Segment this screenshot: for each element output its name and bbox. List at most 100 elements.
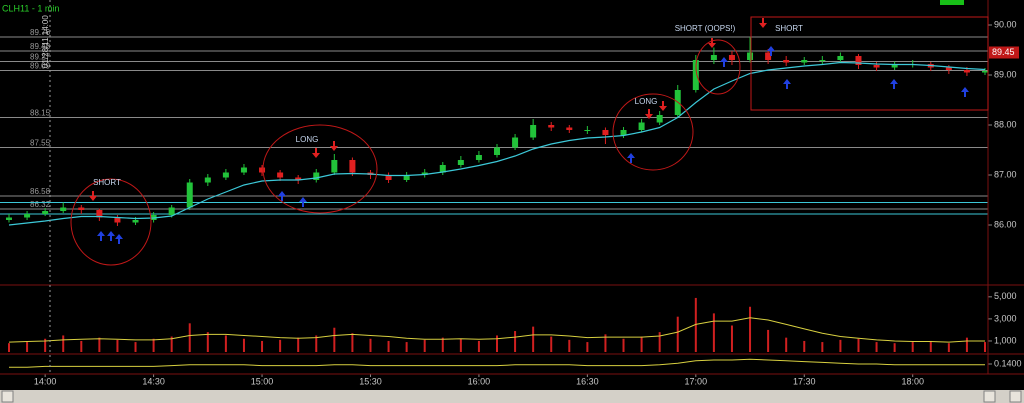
last-price-box xyxy=(989,46,1019,59)
annotation-circle xyxy=(612,93,694,171)
candle-body xyxy=(259,167,266,173)
candle-body xyxy=(566,127,573,130)
scrollbar[interactable] xyxy=(0,390,1024,403)
volume-bar xyxy=(423,339,426,352)
y-tick-label: 89.00 xyxy=(994,69,1017,79)
candle-body xyxy=(602,130,609,135)
candle-body xyxy=(295,177,302,180)
volume-bar xyxy=(767,329,770,352)
volume-bar xyxy=(803,340,806,352)
candle-body xyxy=(855,56,862,65)
candle-body xyxy=(765,52,772,60)
x-tick-label: 14:00 xyxy=(34,376,57,386)
candle-body xyxy=(837,56,844,60)
candle-body xyxy=(96,210,103,218)
volume-bar xyxy=(911,342,914,352)
level-label: 87.55 xyxy=(30,139,51,148)
volume-bar xyxy=(459,338,462,352)
buy-arrow xyxy=(720,57,728,67)
volume-bar xyxy=(676,316,679,352)
candle-body xyxy=(945,67,952,70)
volume-bar xyxy=(893,343,896,352)
volume-bar xyxy=(749,306,752,352)
candle-body xyxy=(620,130,627,135)
candle-body xyxy=(204,177,211,183)
volume-bar xyxy=(496,335,498,352)
candle-body xyxy=(24,214,31,218)
candle-body xyxy=(186,182,193,208)
scroll-thumb[interactable] xyxy=(983,390,996,403)
buy-arrow xyxy=(783,79,791,89)
scroll-left[interactable] xyxy=(1,390,14,403)
level-label: 86.58 xyxy=(30,187,51,196)
annotation-circle xyxy=(70,178,152,266)
volume-bar xyxy=(170,336,173,352)
candle-body xyxy=(277,172,284,178)
volume-bar xyxy=(658,332,661,352)
volume-bar xyxy=(821,342,824,352)
y-tick-label: 88.00 xyxy=(994,119,1017,129)
sell-arrow xyxy=(759,18,767,28)
x-tick-label: 17:00 xyxy=(685,376,708,386)
candle-body xyxy=(42,211,49,214)
volume-bar xyxy=(586,342,589,352)
volume-bar xyxy=(297,337,300,352)
annotation-box xyxy=(750,16,989,111)
level-label: 89.27 xyxy=(30,53,51,62)
volume-bar xyxy=(532,326,535,352)
level-label: 88.15 xyxy=(30,109,51,118)
volume-bar xyxy=(514,331,517,352)
volume-bar xyxy=(8,343,10,352)
volume-bar xyxy=(477,340,480,352)
y-tick-label: 1,000 xyxy=(994,335,1017,345)
sell-arrow xyxy=(645,109,653,119)
candle-body xyxy=(475,155,482,160)
buy-arrow xyxy=(299,197,307,207)
candle-body xyxy=(963,70,970,73)
scroll-right[interactable] xyxy=(1009,390,1022,403)
volume-bar xyxy=(712,313,715,352)
volume-average-line xyxy=(8,317,985,343)
level-label: 86.32 xyxy=(30,200,51,209)
x-tick-label: 15:30 xyxy=(359,376,382,386)
volume-bar xyxy=(279,339,282,352)
candle-body xyxy=(710,55,717,60)
volume-bar xyxy=(839,339,842,352)
y-tick-label: 5,000 xyxy=(994,291,1017,301)
annotation: SHORT (OOPS!) xyxy=(675,24,736,33)
volume-bar xyxy=(98,337,101,352)
candle-body xyxy=(819,60,826,61)
sell-arrow xyxy=(89,191,97,201)
volume-bar xyxy=(80,340,83,352)
volume-bar xyxy=(929,340,932,352)
candle-body xyxy=(728,55,735,60)
volume-bar xyxy=(224,335,227,352)
status-indicator xyxy=(940,0,964,5)
sell-arrow xyxy=(312,148,320,158)
annotation-circle xyxy=(695,39,741,95)
volume-bar xyxy=(947,343,950,352)
average-line xyxy=(8,61,986,226)
x-tick-label: 14:30 xyxy=(142,376,165,386)
y-tick-label: 3,000 xyxy=(994,313,1017,323)
y-tick-label: 90.00 xyxy=(994,19,1017,29)
date-label: 01/28/11 14:00 xyxy=(41,15,50,68)
candle-body xyxy=(132,220,139,223)
buy-arrow xyxy=(961,87,969,97)
buy-arrow xyxy=(890,79,898,89)
annotation: LONG xyxy=(296,135,319,144)
candle-body xyxy=(512,137,519,148)
last-price-label: 89.45 xyxy=(992,47,1015,57)
candle-body xyxy=(494,147,500,155)
buy-arrow xyxy=(97,231,105,241)
candle-body xyxy=(60,207,67,211)
volume-bar xyxy=(785,337,788,352)
volume-bar xyxy=(188,323,191,352)
volume-bar xyxy=(351,333,354,352)
annotation: SHORT xyxy=(93,178,121,187)
candle-body xyxy=(584,130,591,131)
